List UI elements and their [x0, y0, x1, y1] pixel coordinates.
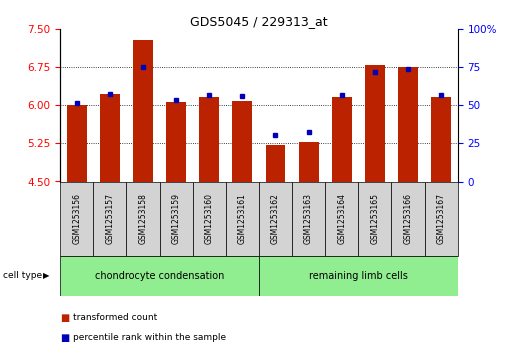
Bar — [365, 65, 385, 182]
Bar — [166, 102, 186, 182]
Bar — [398, 67, 418, 182]
Bar — [266, 145, 286, 182]
Bar — [232, 101, 252, 182]
Bar — [93, 182, 127, 256]
Text: GSM1253163: GSM1253163 — [304, 193, 313, 244]
Bar — [292, 182, 325, 256]
Text: ■: ■ — [60, 333, 70, 343]
Bar — [358, 182, 391, 256]
Text: GSM1253161: GSM1253161 — [238, 193, 247, 244]
Bar — [259, 182, 292, 256]
Text: GSM1253159: GSM1253159 — [172, 193, 180, 244]
Text: GSM1253165: GSM1253165 — [370, 193, 379, 244]
Text: transformed count: transformed count — [73, 313, 157, 322]
Bar — [67, 105, 87, 182]
Text: GSM1253160: GSM1253160 — [204, 193, 214, 244]
Text: GSM1253158: GSM1253158 — [139, 193, 147, 244]
Text: GSM1253166: GSM1253166 — [403, 193, 413, 244]
Text: ▶: ▶ — [43, 272, 50, 280]
Bar — [100, 94, 120, 182]
Bar — [431, 97, 451, 182]
Bar — [325, 182, 358, 256]
Text: percentile rank within the sample: percentile rank within the sample — [73, 333, 226, 342]
Text: GSM1253167: GSM1253167 — [437, 193, 446, 244]
Text: chondrocyte condensation: chondrocyte condensation — [95, 271, 224, 281]
Bar — [299, 142, 319, 182]
Bar — [160, 182, 192, 256]
Text: GSM1253164: GSM1253164 — [337, 193, 346, 244]
Text: remaining limb cells: remaining limb cells — [309, 271, 408, 281]
Bar — [259, 256, 458, 296]
Bar — [391, 182, 425, 256]
Bar — [226, 182, 259, 256]
Bar — [133, 40, 153, 182]
Bar — [425, 182, 458, 256]
Bar — [199, 97, 219, 182]
Title: GDS5045 / 229313_at: GDS5045 / 229313_at — [190, 15, 328, 28]
Text: GSM1253157: GSM1253157 — [105, 193, 115, 244]
Text: ■: ■ — [60, 313, 70, 323]
Bar — [332, 97, 351, 182]
Bar — [192, 182, 226, 256]
Text: GSM1253162: GSM1253162 — [271, 193, 280, 244]
Bar — [60, 256, 259, 296]
Bar — [60, 182, 93, 256]
Bar — [127, 182, 160, 256]
Text: GSM1253156: GSM1253156 — [72, 193, 81, 244]
Text: cell type: cell type — [3, 272, 42, 280]
